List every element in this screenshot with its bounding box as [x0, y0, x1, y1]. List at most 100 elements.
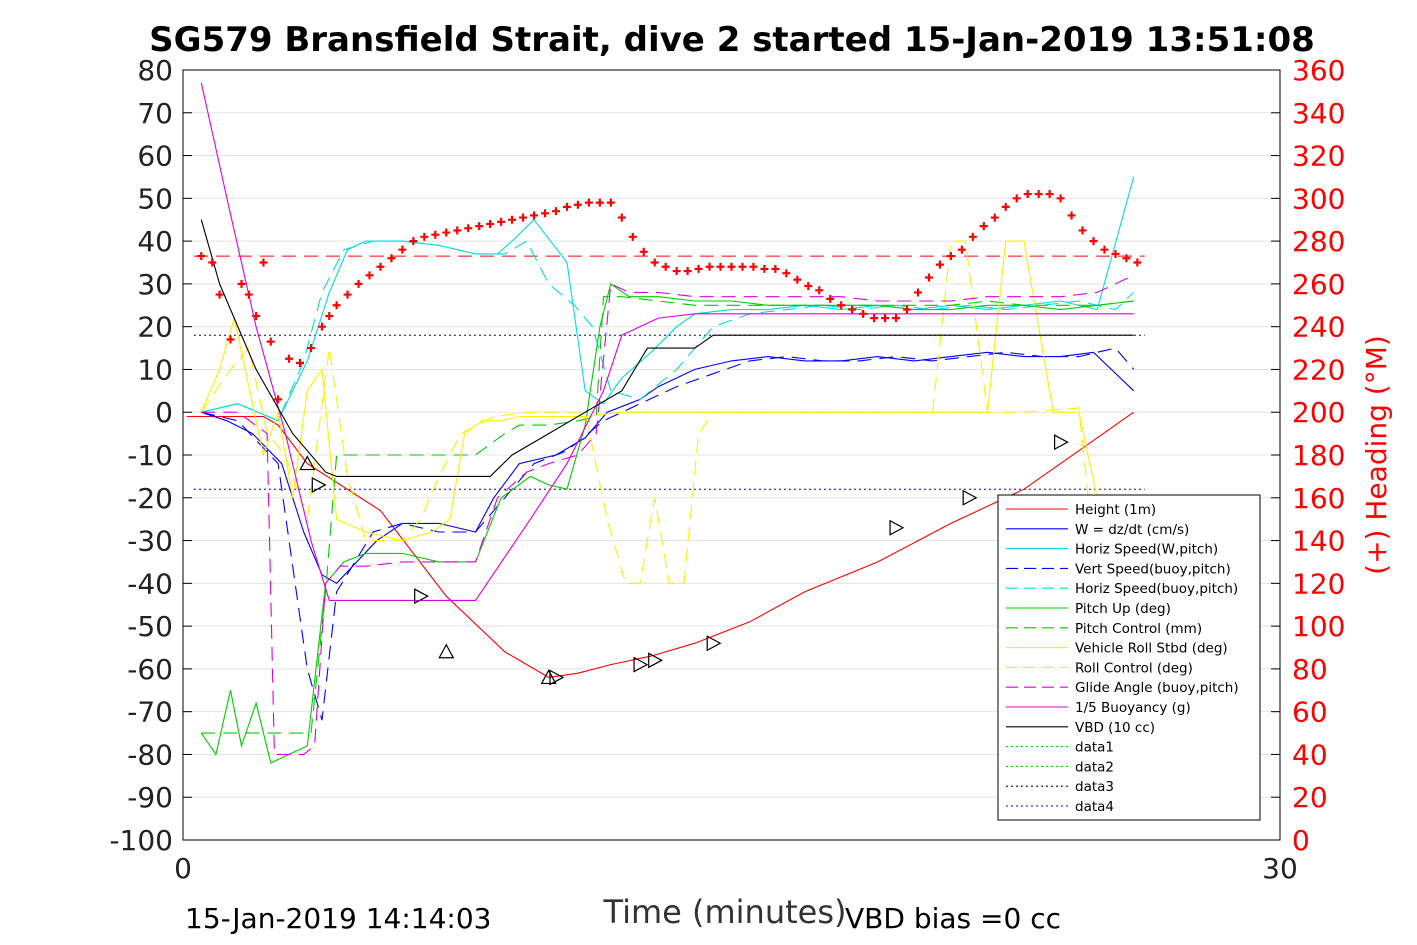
heading-point — [749, 262, 758, 271]
series-line — [201, 240, 1135, 422]
heading-point — [881, 314, 890, 323]
heading-point — [562, 202, 571, 211]
heading-point — [376, 262, 385, 271]
legend-label: data3 — [1075, 779, 1114, 795]
heading-point — [1089, 237, 1098, 246]
heading-point — [606, 198, 615, 207]
right-triangle-marker — [706, 635, 722, 652]
legend-label: Glide Angle (buoy,pitch) — [1075, 680, 1239, 696]
heading-point — [892, 314, 901, 323]
legend-label: W = dz/dt (cm/s) — [1075, 522, 1189, 538]
heading-point — [1078, 226, 1087, 235]
legend-label: VBD (10 cc) — [1075, 720, 1155, 736]
heading-point — [924, 273, 933, 282]
heading-point — [848, 305, 857, 314]
y-tick-label: 10 — [137, 353, 173, 386]
y-tick-label: 40 — [137, 225, 173, 258]
heading-point — [208, 258, 217, 267]
heading-point — [617, 213, 626, 222]
heading-point — [541, 209, 550, 218]
heading-point — [694, 264, 703, 273]
y-tick-label: 80 — [137, 54, 173, 87]
legend-label: data1 — [1075, 740, 1114, 756]
y-tick-label: 20 — [137, 311, 173, 344]
heading-point — [771, 264, 780, 273]
series-line — [201, 347, 1135, 721]
heading-point — [420, 232, 429, 241]
y-tick-label: -60 — [127, 653, 173, 686]
heading-point — [486, 220, 495, 228]
y-tick-label: -80 — [127, 738, 173, 771]
reference-lines — [193, 255, 1145, 490]
left-y-axis: 80 70 60 50 40 30 20 10 0 -10 -20 -30 -40 -50 -60 -70 -8… — [109, 54, 192, 857]
y-tick-label: -30 — [127, 525, 173, 558]
legend-box — [997, 494, 1261, 821]
heading-point — [387, 254, 396, 263]
right-triangle-marker — [311, 476, 327, 493]
series-line — [201, 351, 1135, 584]
heading-point — [716, 262, 725, 271]
legend-label: Pitch Control (mm) — [1075, 621, 1202, 637]
heading-point — [226, 335, 235, 344]
heading-point — [244, 290, 253, 299]
series-line — [201, 274, 1134, 755]
heading-point — [628, 232, 637, 241]
legend-label: data4 — [1075, 799, 1114, 815]
right-tick-label: 140 — [1292, 525, 1345, 558]
heading-point — [573, 200, 582, 209]
y-tick-label: -70 — [127, 696, 173, 729]
heading-point — [453, 226, 462, 235]
heading-point — [584, 198, 593, 207]
y-tick-label: 50 — [137, 182, 173, 215]
right-tick-label: 240 — [1292, 311, 1345, 344]
heading-point — [274, 395, 283, 404]
right-triangle-marker — [962, 489, 978, 506]
y-tick-label: -20 — [127, 482, 173, 515]
heading-point — [431, 230, 440, 239]
heading-point — [1056, 194, 1065, 203]
legend: Height (1m) W = dz/dt (cm/s) Horiz Speed(W… — [997, 494, 1261, 821]
right-tick-label: 160 — [1292, 482, 1345, 515]
heading-point — [1023, 190, 1032, 199]
heading-point — [519, 213, 528, 222]
heading-point — [683, 267, 692, 276]
right-tick-label: 120 — [1292, 567, 1345, 600]
x-tick-label: 30 — [1262, 852, 1298, 885]
heading-point — [793, 275, 802, 284]
heading-point — [332, 301, 341, 310]
heading-point — [870, 314, 879, 323]
right-tick-label: 260 — [1292, 268, 1345, 301]
heading-point — [946, 252, 955, 261]
heading-point — [530, 211, 539, 220]
series-line — [201, 296, 1134, 734]
legend-label: data2 — [1075, 759, 1114, 775]
triangle-markers — [299, 434, 1069, 686]
legend-label: Height (1m) — [1075, 502, 1156, 518]
footer-date: 15-Jan-2019 14:14:03 — [185, 902, 491, 935]
heading-point — [365, 271, 374, 280]
series-line — [200, 219, 1134, 477]
chart-title: SG579 Bransfield Strait, dive 2 started … — [149, 20, 1315, 60]
right-tick-label: 60 — [1292, 696, 1328, 729]
right-tick-label: 280 — [1292, 225, 1345, 258]
right-tick-label: 360 — [1292, 54, 1345, 87]
heading-point — [497, 217, 506, 226]
right-axis-label: (+) Heading (°M) — [1360, 335, 1393, 575]
series-line — [200, 240, 1134, 584]
right-triangle-marker — [1053, 434, 1069, 451]
heading-point — [1012, 194, 1021, 203]
right-y-axis: 3603403203002802602402202001801601401201… — [1271, 54, 1345, 857]
y-tick-label: 0 — [155, 396, 173, 429]
heading-point — [672, 267, 681, 276]
heading-point — [990, 213, 999, 222]
heading-point — [804, 282, 813, 291]
y-tick-label: 70 — [137, 97, 173, 130]
heading-point — [215, 290, 224, 299]
right-tick-label: 20 — [1292, 781, 1328, 814]
right-tick-label: 40 — [1292, 738, 1328, 771]
heading-point — [595, 198, 604, 207]
footer-vbd-bias: VBD bias =0 cc — [845, 902, 1061, 935]
series-line — [200, 240, 1135, 542]
heading-point — [343, 290, 352, 299]
